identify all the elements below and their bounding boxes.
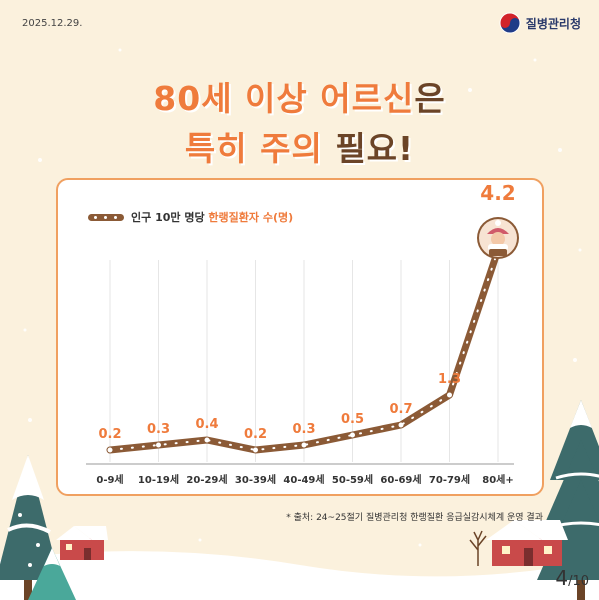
data-label: 0.5 bbox=[341, 412, 364, 427]
page-total: /10 bbox=[568, 574, 589, 589]
kdca-logo: 질병관리청 bbox=[499, 12, 581, 34]
hat-pompom-icon bbox=[495, 220, 501, 226]
page-current: 4 bbox=[555, 566, 569, 590]
data-point bbox=[398, 422, 404, 428]
data-point bbox=[107, 447, 113, 453]
data-label: 0.3 bbox=[147, 422, 170, 437]
data-point bbox=[447, 392, 452, 398]
legend-label: 인구 10만 명당 한랭질환자 수(명) bbox=[131, 209, 293, 225]
x-tick-label: 70-79세 bbox=[429, 473, 470, 486]
data-label: 0.4 bbox=[195, 417, 218, 432]
data-point bbox=[253, 447, 258, 453]
line-chart: 0.2 0-9세 0.3 10-19세 0.4 20-29세 0.2 30-39세 0.3 40-… bbox=[86, 181, 519, 486]
warm-hat-icon bbox=[487, 228, 509, 234]
logo-text: 질병관리청 bbox=[525, 16, 581, 31]
data-point bbox=[204, 437, 210, 443]
data-point bbox=[156, 442, 161, 448]
snowflake-dots bbox=[23, 48, 582, 547]
data-label: 4.2 bbox=[480, 181, 515, 205]
data-label: 0.3 bbox=[292, 422, 315, 437]
x-tick-label: 30-39세 bbox=[235, 473, 276, 486]
x-tick-label: 10-19세 bbox=[138, 473, 179, 486]
date-label: 2025.12.29. bbox=[22, 18, 83, 29]
x-tick-label: 20-29세 bbox=[186, 473, 227, 486]
x-tick-label: 50-59세 bbox=[332, 473, 373, 486]
data-label: 0.2 bbox=[244, 427, 267, 442]
x-tick-label: 60-69세 bbox=[380, 473, 421, 486]
chart-legend: 인구 10만 명당 한랭질환자 수(명) bbox=[88, 209, 293, 225]
elder-face-icon bbox=[491, 232, 505, 246]
headline-line-2: 특히 주의 필요! bbox=[0, 122, 599, 170]
taegeuk-emblem-icon bbox=[499, 12, 521, 34]
house-right bbox=[486, 520, 568, 566]
x-tick-label: 40-49세 bbox=[283, 473, 324, 486]
pine-tree-small-left bbox=[28, 548, 76, 600]
bare-tree bbox=[469, 530, 487, 566]
headline-line-2-highlight: 특히 주의 bbox=[184, 129, 336, 168]
data-label: 0.7 bbox=[389, 402, 412, 417]
data-label: 0.2 bbox=[98, 427, 121, 442]
chart-card: 인구 10만 명당 한랭질환자 수(명) 0.2 0-9세 0.3 10-19세 0.4… bbox=[56, 178, 544, 496]
page-indicator: 4/10 bbox=[555, 566, 589, 590]
data-point bbox=[301, 442, 307, 448]
legend-line-swatch bbox=[88, 213, 124, 221]
coat-icon bbox=[489, 249, 507, 256]
headline-line-1-highlight: 80세 이상 어르신 bbox=[153, 79, 415, 118]
headline-line-2-tail: 필요! bbox=[335, 129, 415, 168]
headline-line-1: 80세 이상 어르신은 bbox=[0, 72, 599, 120]
pine-tree-left bbox=[0, 455, 60, 600]
headline-line-1-tail: 은 bbox=[414, 79, 446, 118]
legend-highlight: 한랭질환자 수(명) bbox=[208, 211, 294, 224]
source-note: * 출처: 24~25절기 질병관리청 한랭질환 응급실감시체계 운영 결과 bbox=[286, 513, 543, 523]
house-left bbox=[56, 526, 108, 560]
data-point bbox=[350, 432, 355, 438]
series-line-dots bbox=[109, 249, 499, 452]
data-label: 1.3 bbox=[438, 372, 461, 387]
legend-prefix: 인구 10만 명당 bbox=[131, 211, 209, 224]
x-tick-label: 0-9세 bbox=[96, 473, 123, 486]
x-tick-label: 80세+ bbox=[482, 473, 514, 486]
